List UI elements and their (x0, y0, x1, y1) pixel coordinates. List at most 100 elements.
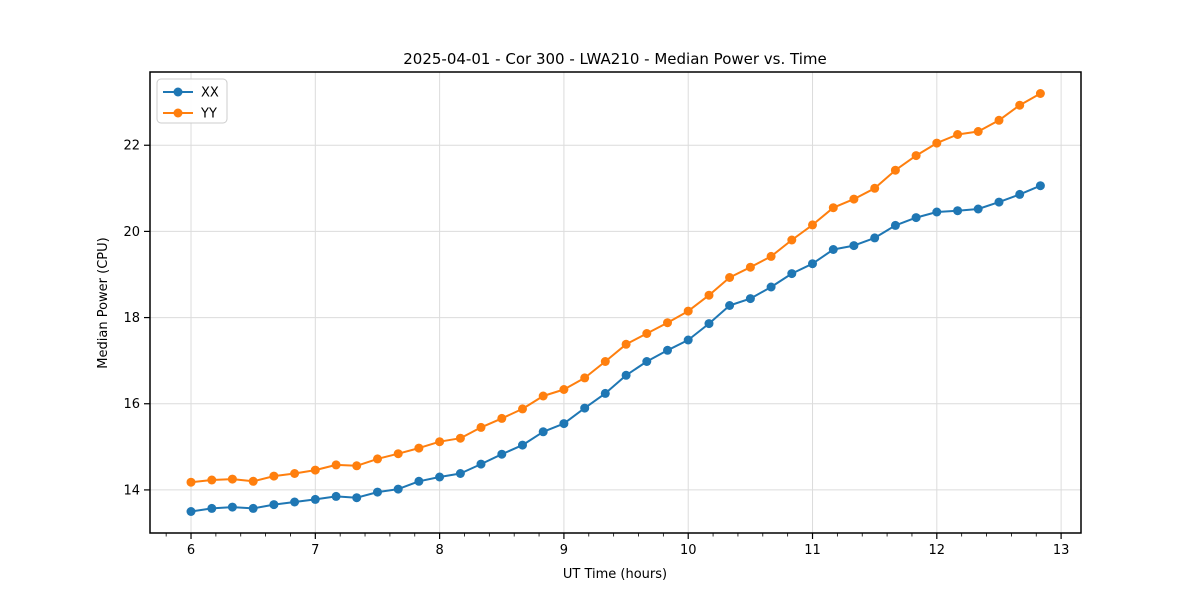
x-tick-label: 12 (929, 543, 946, 558)
data-point-marker (642, 329, 652, 338)
x-tick-label: 10 (680, 543, 697, 558)
data-point-marker (559, 419, 569, 429)
data-point-marker (932, 207, 942, 217)
data-point-marker (932, 138, 942, 148)
data-point-marker (331, 491, 341, 501)
data-point-marker (518, 404, 527, 414)
x-tick-label: 7 (311, 543, 319, 558)
data-point-marker (621, 370, 631, 380)
x-tick-label: 11 (804, 543, 821, 558)
data-point-marker (725, 273, 735, 282)
data-point-marker (704, 290, 714, 300)
data-point-marker (828, 245, 838, 254)
data-point-marker (787, 235, 797, 245)
data-point-marker (890, 220, 900, 230)
data-point-marker (1035, 181, 1045, 191)
data-point-marker (953, 130, 963, 139)
data-point-marker (414, 476, 424, 486)
data-point-marker (704, 319, 714, 329)
data-point-marker (745, 294, 755, 304)
data-point-marker (911, 151, 921, 161)
legend-sample-marker (173, 108, 183, 118)
x-tick-label: 13 (1053, 543, 1070, 558)
plot-frame (149, 71, 1082, 534)
data-point-marker (186, 477, 196, 487)
data-point-marker (186, 507, 196, 516)
data-point-marker (642, 357, 652, 366)
chart-title: 2025-04-01 - Cor 300 - LWA210 - Median P… (403, 50, 827, 68)
y-tick-label: 22 (123, 139, 140, 154)
data-point-marker (476, 459, 486, 469)
y-tick-label: 16 (123, 397, 140, 412)
data-point-marker (745, 262, 755, 272)
data-point-marker (393, 449, 403, 459)
data-point-marker (373, 454, 382, 464)
data-point-marker (269, 471, 279, 481)
legend: XX YY (156, 78, 228, 124)
series-layer (186, 89, 1045, 516)
data-point-marker (600, 357, 610, 366)
data-point-marker (559, 385, 569, 394)
data-point-marker (269, 500, 279, 510)
data-point-marker (683, 306, 693, 316)
data-point-marker (1035, 89, 1045, 98)
data-point-marker (290, 497, 300, 507)
series-line-yy (190, 92, 1042, 484)
data-point-marker (621, 339, 631, 349)
data-point-marker (207, 503, 217, 513)
data-point-marker (518, 440, 527, 450)
data-point-marker (787, 269, 797, 279)
data-point-marker (1015, 100, 1025, 110)
data-point-marker (497, 413, 507, 423)
series-line-xx (190, 184, 1042, 513)
data-point-marker (497, 449, 507, 459)
data-point-marker (538, 427, 548, 437)
data-point-marker (435, 472, 445, 482)
data-point-marker (352, 461, 362, 471)
data-point-marker (455, 433, 465, 443)
data-point-marker (973, 204, 983, 214)
data-point-marker (828, 203, 838, 213)
data-point-marker (849, 241, 859, 251)
y-tick-label: 14 (123, 483, 140, 498)
data-point-marker (538, 391, 548, 401)
data-point-marker (435, 437, 445, 447)
data-point-marker (808, 220, 817, 230)
data-point-marker (663, 345, 672, 355)
data-point-marker (310, 465, 320, 475)
data-point-marker (310, 494, 320, 504)
data-point-marker (973, 127, 983, 136)
x-tick-label: 9 (560, 543, 568, 558)
data-point-marker (600, 388, 610, 398)
y-tick-label: 20 (123, 225, 140, 240)
data-point-marker (663, 318, 672, 328)
grid-layer (150, 72, 1081, 533)
data-point-marker (766, 282, 776, 292)
data-point-marker (248, 503, 258, 513)
data-point-marker (248, 476, 258, 486)
x-tick-label: 6 (187, 543, 195, 558)
axes-layer: 6 7 8 9 10 11 12 13 14 16 18 20 22 (123, 71, 1082, 558)
data-point-marker (890, 165, 900, 175)
y-tick-label: 18 (123, 311, 140, 326)
data-point-marker (207, 475, 217, 485)
data-point-marker (290, 469, 300, 478)
data-point-marker (953, 206, 963, 216)
legend-label-xx: XX (201, 86, 219, 101)
data-point-marker (808, 259, 817, 269)
legend-sample-marker (173, 87, 183, 97)
data-point-marker (373, 487, 382, 497)
data-point-marker (455, 469, 465, 478)
data-point-marker (476, 422, 486, 432)
data-point-marker (580, 403, 590, 413)
y-axis-label: Median Power (CPU) (96, 237, 111, 368)
data-point-marker (227, 502, 237, 512)
data-point-marker (1015, 189, 1025, 199)
data-point-marker (870, 183, 880, 193)
x-axis-label: UT Time (hours) (563, 567, 667, 582)
data-point-marker (414, 443, 424, 453)
data-point-marker (766, 251, 776, 261)
data-point-marker (683, 335, 693, 345)
